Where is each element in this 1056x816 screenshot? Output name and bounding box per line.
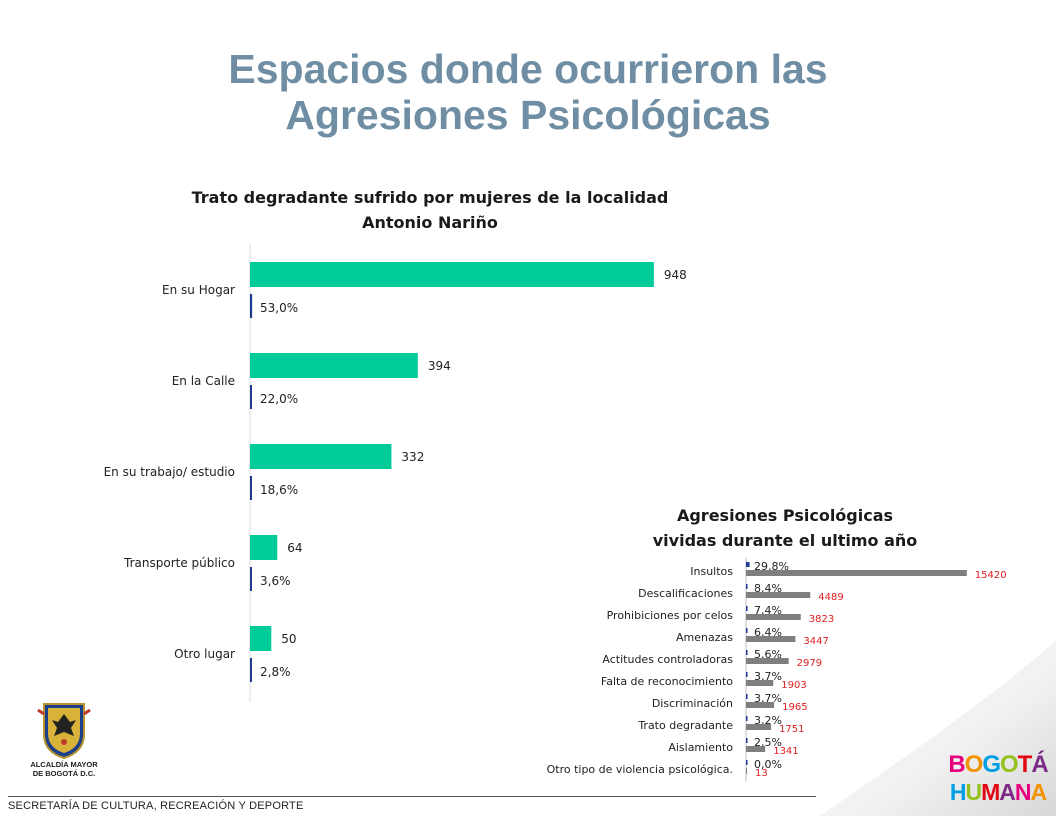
chart1-pct-bar — [250, 658, 252, 682]
chart2-count-bar — [746, 724, 772, 730]
chart2-count-bar — [746, 746, 766, 752]
chart1-pct-label: 53,0% — [260, 301, 298, 315]
chart1-title-line2: Antonio Nariño — [362, 213, 498, 232]
chart2-category-label: Discriminación — [652, 697, 733, 710]
chart2-pct-label: 0,0% — [754, 758, 782, 771]
chart2-count-label: 4489 — [818, 592, 843, 603]
chart2-category-label: Trato degradante — [637, 719, 733, 732]
chart2-pct-bar — [746, 650, 748, 655]
bogota-humana-logo: BOGOTÁ HUMANA — [948, 750, 1049, 805]
chart1-count-label: 64 — [287, 541, 302, 555]
chart2-category-label: Actitudes controladoras — [602, 653, 733, 666]
chart1-pct-label: 3,6% — [260, 574, 291, 588]
alcaldia-line1: ALCALDÍA MAYOR — [30, 760, 98, 769]
slide-title-line2: Agresiones Psicológicas — [285, 92, 771, 138]
chart2-category-label: Falta de reconocimiento — [601, 675, 733, 688]
chart1-count-bar — [250, 353, 418, 378]
chart2-category-label: Prohibiciones por celos — [607, 609, 734, 622]
chart2-category-label: Otro tipo de violencia psicológica. — [547, 763, 733, 776]
chart2-pct-label: 3,7% — [754, 670, 782, 683]
chart2-category-label: Descalificaciones — [638, 587, 733, 600]
chart2-marks: Insultos 29,8% 15420 Descalificaciones 8,4% 4… — [547, 560, 1007, 779]
chart1-count-label: 332 — [401, 450, 424, 464]
chart2-count-bar — [746, 570, 967, 576]
chart1-category-label: En su Hogar — [162, 283, 235, 297]
chart1-count-label: 394 — [428, 359, 451, 373]
chart2-pct-label: 29,8% — [754, 560, 789, 573]
chart1-category-label: En la Calle — [172, 374, 235, 388]
chart2-count-bar — [746, 592, 811, 598]
alcaldia-logo-text: ALCALDÍA MAYOR DE BOGOTÁ D.C. — [14, 760, 114, 778]
chart1-pct-label: 2,8% — [260, 665, 291, 679]
page-curl-decoration — [820, 640, 1056, 816]
slide-title: Espacios donde ocurrieron las Agresiones… — [0, 46, 1056, 138]
chart2-count-bar — [746, 658, 789, 664]
chart2-pct-bar — [746, 672, 748, 677]
chart2-pct-label: 3,7% — [754, 692, 782, 705]
chart1-pct-bar — [250, 294, 253, 318]
bogota-logo-line1: BOGOTÁ — [948, 750, 1048, 778]
chart2-pct-bar — [746, 716, 748, 721]
chart2-count-label: 2979 — [797, 658, 822, 669]
chart1-count-label: 50 — [281, 632, 296, 646]
chart2-count-bar — [746, 614, 801, 620]
chart1-count-bar — [250, 262, 654, 287]
chart1-marks: En su Hogar 948 53,0% En la Calle 394 22,0% En… — [104, 262, 687, 682]
chart2-count-bar — [746, 636, 796, 642]
chart2-pct-label: 6,4% — [754, 626, 782, 639]
chart1-title-line1: Trato degradante sufrido por mujeres de … — [191, 188, 669, 207]
chart1-count-bar — [250, 444, 392, 469]
chart2-pct-label: 7,4% — [754, 604, 782, 617]
chart1-category-label: Transporte público — [123, 556, 235, 570]
chart2-pct-label: 2,5% — [754, 736, 782, 749]
chart2-title-line1: Agresiones Psicológicas — [676, 506, 894, 525]
chart1-category-label: Otro lugar — [174, 647, 235, 661]
footer-divider — [8, 796, 816, 797]
chart2-count-label: 1903 — [781, 680, 806, 691]
chart2-pct-label: 8,4% — [754, 582, 782, 595]
footer-text: SECRETARÍA DE CULTURA, RECREACIÓN Y DEPO… — [8, 800, 304, 812]
bogota-logo-line2: HUMANA — [950, 779, 1047, 805]
alcaldia-line2: DE BOGOTÁ D.C. — [32, 769, 96, 778]
chart1-count-label: 948 — [664, 268, 687, 282]
chart2-count-bar — [746, 702, 775, 708]
chart1-pct-bar — [250, 385, 252, 409]
chart2-category-label: Aislamiento — [668, 741, 733, 754]
chart2-count-label: 15420 — [975, 570, 1007, 581]
chart1-pct-label: 18,6% — [260, 483, 298, 497]
chart2-count-bar — [746, 680, 774, 686]
chart2-title-line2: vividas durante el ultimo año — [652, 531, 918, 550]
chart1-title: Trato degradante sufrido por mujeres de … — [150, 185, 710, 235]
chart1-pct-label: 22,0% — [260, 392, 298, 406]
chart1-category-label: En su trabajo/ estudio — [104, 465, 235, 479]
chart2-category-label: Amenazas — [676, 631, 733, 644]
chart2-pct-bar — [746, 760, 748, 765]
chart2-count-label: 3823 — [809, 614, 834, 625]
chart2-title: Agresiones Psicológicas vividas durante … — [610, 503, 960, 553]
chart2-count-label: 1965 — [782, 702, 807, 713]
chart2-count-label: 1751 — [779, 724, 804, 735]
alcaldia-logo: ALCALDÍA MAYOR DE BOGOTÁ D.C. — [14, 700, 114, 790]
chart2-pct-bar — [746, 628, 748, 633]
chart2-category-label: Insultos — [690, 565, 733, 578]
chart1-pct-bar — [250, 567, 252, 591]
coat-of-arms-icon — [37, 703, 91, 760]
slide-title-line1: Espacios donde ocurrieron las — [228, 46, 828, 92]
chart2-count-label: 13 — [755, 768, 768, 779]
chart1-count-bar — [250, 535, 278, 560]
chart2-pct-label: 5,6% — [754, 648, 782, 661]
chart2-pct-bar — [746, 738, 748, 743]
chart1-count-bar — [250, 626, 272, 651]
chart2-pct-bar — [746, 694, 748, 699]
chart2-pct-label: 3,2% — [754, 714, 782, 727]
chart2-count-label: 3447 — [803, 636, 828, 647]
chart2-pct-bar — [746, 584, 748, 589]
chart1-pct-bar — [250, 476, 252, 500]
chart2-count-label: 1341 — [773, 746, 798, 757]
chart2-pct-bar — [746, 606, 748, 611]
chart2-count-bar — [746, 768, 747, 774]
chart2-pct-bar — [746, 562, 750, 567]
